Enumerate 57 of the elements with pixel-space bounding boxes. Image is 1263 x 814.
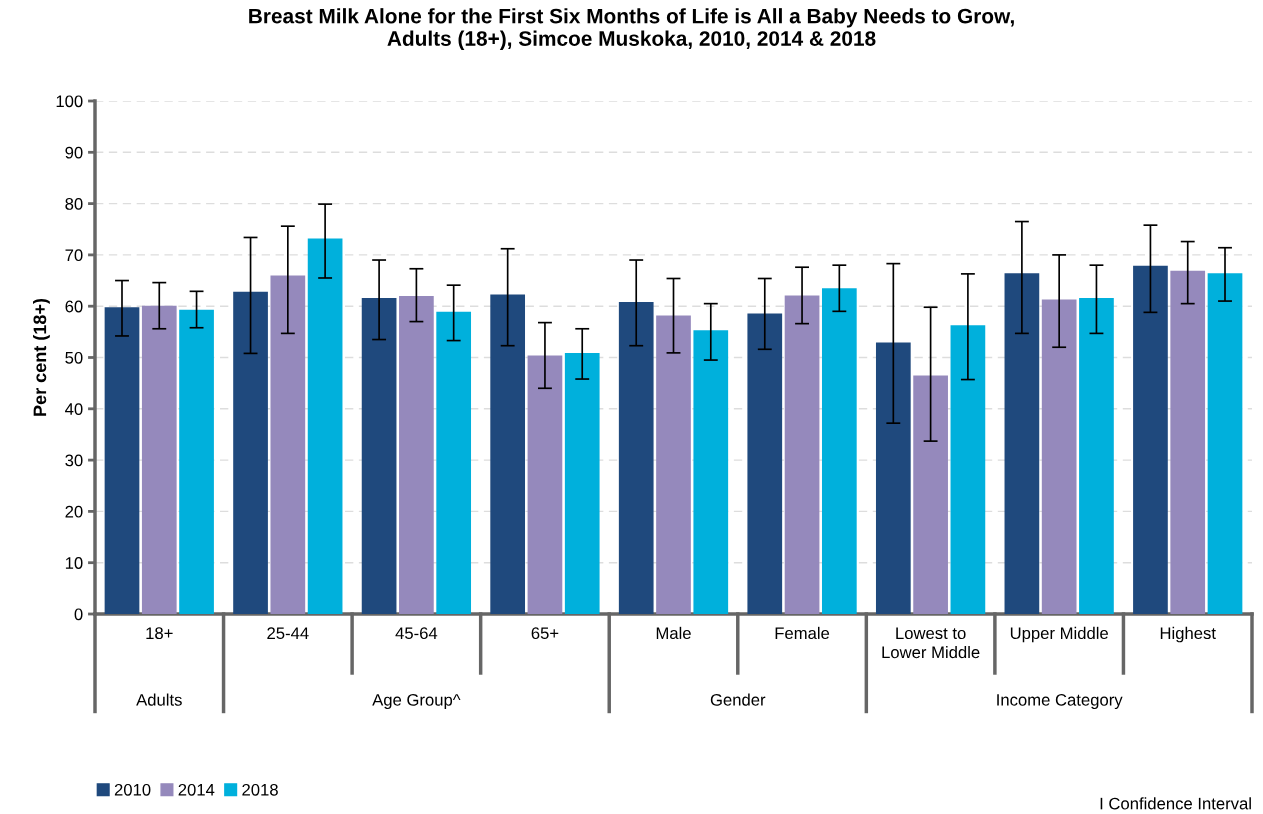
bar: [1133, 265, 1168, 614]
y-tick-label: 100: [56, 95, 83, 108]
bar: [1170, 270, 1206, 614]
x-tick-label: Highest: [1160, 626, 1216, 643]
text: Gender: [710, 693, 766, 706]
y-tick-label: 70: [65, 249, 83, 262]
bar: [436, 311, 472, 614]
y-tick-label: 40: [65, 403, 83, 415]
bar: [141, 305, 177, 614]
x-tick-label: Upper Middle: [1010, 626, 1108, 643]
x-tick-label: Lowest to Lower Middle: [882, 627, 980, 659]
bar: [1004, 273, 1040, 614]
legend-label: 2010: [114, 783, 151, 796]
y-tick-label: 90: [65, 146, 83, 159]
bar: [821, 288, 857, 614]
x-tick-label: 65+: [531, 627, 559, 640]
x-tick-label: Female: [775, 626, 830, 640]
bar: [950, 325, 986, 614]
x-tick-label: Male: [656, 626, 691, 640]
bar: [399, 295, 434, 614]
y-axis-title: Per cent (18+): [33, 298, 50, 416]
text: Adults: [136, 693, 182, 706]
bar: [307, 238, 343, 614]
legend-label: 2018: [242, 783, 278, 796]
y-tick-label: 50: [65, 351, 83, 364]
bar: [784, 295, 820, 614]
text: I Confidence Interval: [1100, 797, 1251, 810]
bar: [527, 355, 563, 614]
bar: [233, 291, 268, 614]
bar: [693, 330, 729, 614]
chart-title: Breast Milk Alone for the First Six Months of Life is All a Baby Needs to Grow, Adults (18+), Simcoe Muskoka, 2010, 2014 & 2018: [249, 8, 1014, 50]
x-tick-label: 45-64: [395, 627, 438, 640]
bar: [104, 307, 140, 614]
bar: [270, 275, 306, 614]
bar: [656, 315, 691, 614]
y-tick-label: 30: [65, 454, 83, 467]
bar: [1041, 299, 1077, 614]
x-tick-label: 18+: [146, 627, 173, 640]
text: Income Category: [997, 693, 1123, 710]
y-tick-label: 20: [65, 505, 83, 518]
bar: [179, 309, 214, 614]
bar: [618, 302, 654, 614]
bar: [1207, 273, 1243, 614]
bar: [361, 297, 397, 614]
bar: [747, 313, 783, 614]
text: Age Group^: [372, 693, 461, 710]
bar: [490, 294, 526, 614]
x-tick-label: 25-44: [267, 627, 309, 640]
legend-label: 2014: [178, 783, 215, 796]
y-tick-label: 10: [65, 557, 83, 569]
y-tick-label: 0: [74, 608, 83, 621]
bar: [913, 375, 948, 614]
bar: [875, 342, 911, 614]
y-tick-label: 60: [65, 300, 83, 313]
y-tick-label: 80: [65, 198, 83, 210]
bar: [1079, 297, 1114, 614]
bar: [564, 352, 600, 614]
